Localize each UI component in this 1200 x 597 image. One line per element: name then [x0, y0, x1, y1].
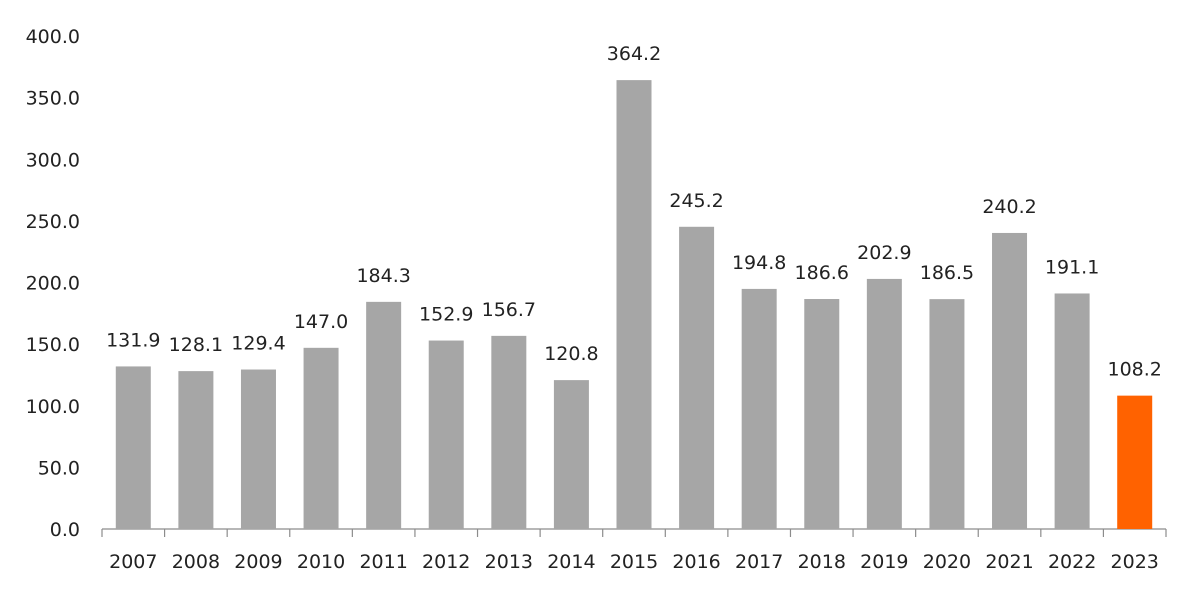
bar-2014	[553, 380, 589, 529]
data-label-2023: 108.2	[1108, 359, 1162, 381]
bar-2021	[992, 232, 1028, 530]
x-tick-label: 2021	[985, 551, 1033, 573]
bar-2009	[240, 369, 276, 529]
x-axis: 2007 2008 2009 2010 2011 2012 2013 2014 2015 2016…	[101, 528, 1167, 573]
x-tick-label: 2008	[172, 551, 220, 573]
data-label-2013: 156.7	[482, 299, 536, 321]
data-label-2010: 147.0	[294, 311, 348, 333]
x-tick-label: 2007	[109, 551, 157, 573]
bar-2007	[115, 366, 151, 529]
x-tick-label: 2009	[234, 551, 282, 573]
x-tick-label: 2010	[297, 551, 345, 573]
y-tick-label: 200.0	[26, 273, 80, 295]
x-tick-label: 2020	[923, 551, 971, 573]
data-label-2020: 186.5	[920, 262, 974, 284]
bar-2015	[616, 80, 652, 529]
x-tick-label: 2018	[798, 551, 846, 573]
data-labels: 131.9 128.1 129.4 147.0 184.3 152.9 156.7 120.8…	[106, 43, 1162, 381]
data-label-2022: 191.1	[1045, 256, 1099, 278]
bar-2023	[1117, 395, 1153, 529]
x-tick-label: 2023	[1111, 551, 1159, 573]
y-tick-label: 0.0	[50, 519, 80, 541]
bar-2016	[679, 226, 715, 529]
data-label-2009: 129.4	[231, 333, 285, 355]
y-tick-label: 250.0	[26, 211, 80, 233]
data-label-2011: 184.3	[356, 265, 410, 287]
x-tick-label: 2016	[672, 551, 720, 573]
bar-2013	[491, 335, 527, 529]
x-tick-label: 2011	[359, 551, 407, 573]
x-tick-label: 2019	[860, 551, 908, 573]
y-axis: 0.0 50.0 100.0 150.0 200.0 250.0 300.0 350.0 400…	[26, 26, 80, 541]
x-tick-label: 2022	[1048, 551, 1096, 573]
y-tick-label: 100.0	[26, 396, 80, 418]
data-label-2008: 128.1	[169, 334, 223, 356]
y-tick-label: 150.0	[26, 334, 80, 356]
data-label-2018: 186.6	[795, 262, 849, 284]
y-tick-label: 350.0	[26, 88, 80, 110]
x-tick-label: 2012	[422, 551, 470, 573]
y-tick-label: 400.0	[26, 26, 80, 48]
x-tick-label: 2013	[485, 551, 533, 573]
bar-2011	[366, 301, 402, 529]
x-tick-label: 2014	[547, 551, 595, 573]
bar-2008	[178, 371, 214, 529]
x-tick-label: 2017	[735, 551, 783, 573]
data-label-2015: 364.2	[607, 43, 661, 65]
data-label-2014: 120.8	[544, 343, 598, 365]
y-tick-label: 50.0	[38, 457, 80, 479]
bar-2018	[804, 299, 840, 529]
bars	[115, 80, 1153, 530]
bar-2022	[1054, 293, 1090, 529]
data-label-2019: 202.9	[857, 242, 911, 264]
bar-2019	[866, 278, 902, 529]
bar-2020	[929, 299, 965, 529]
y-tick-label: 300.0	[26, 149, 80, 171]
bar-2017	[741, 288, 777, 529]
data-label-2007: 131.9	[106, 329, 160, 351]
data-label-2012: 152.9	[419, 304, 473, 326]
bar-2012	[428, 340, 464, 529]
data-label-2016: 245.2	[669, 190, 723, 212]
data-label-2021: 240.2	[982, 196, 1036, 218]
data-label-2017: 194.8	[732, 252, 786, 274]
bar-2010	[303, 347, 339, 529]
x-tick-label: 2015	[610, 551, 658, 573]
